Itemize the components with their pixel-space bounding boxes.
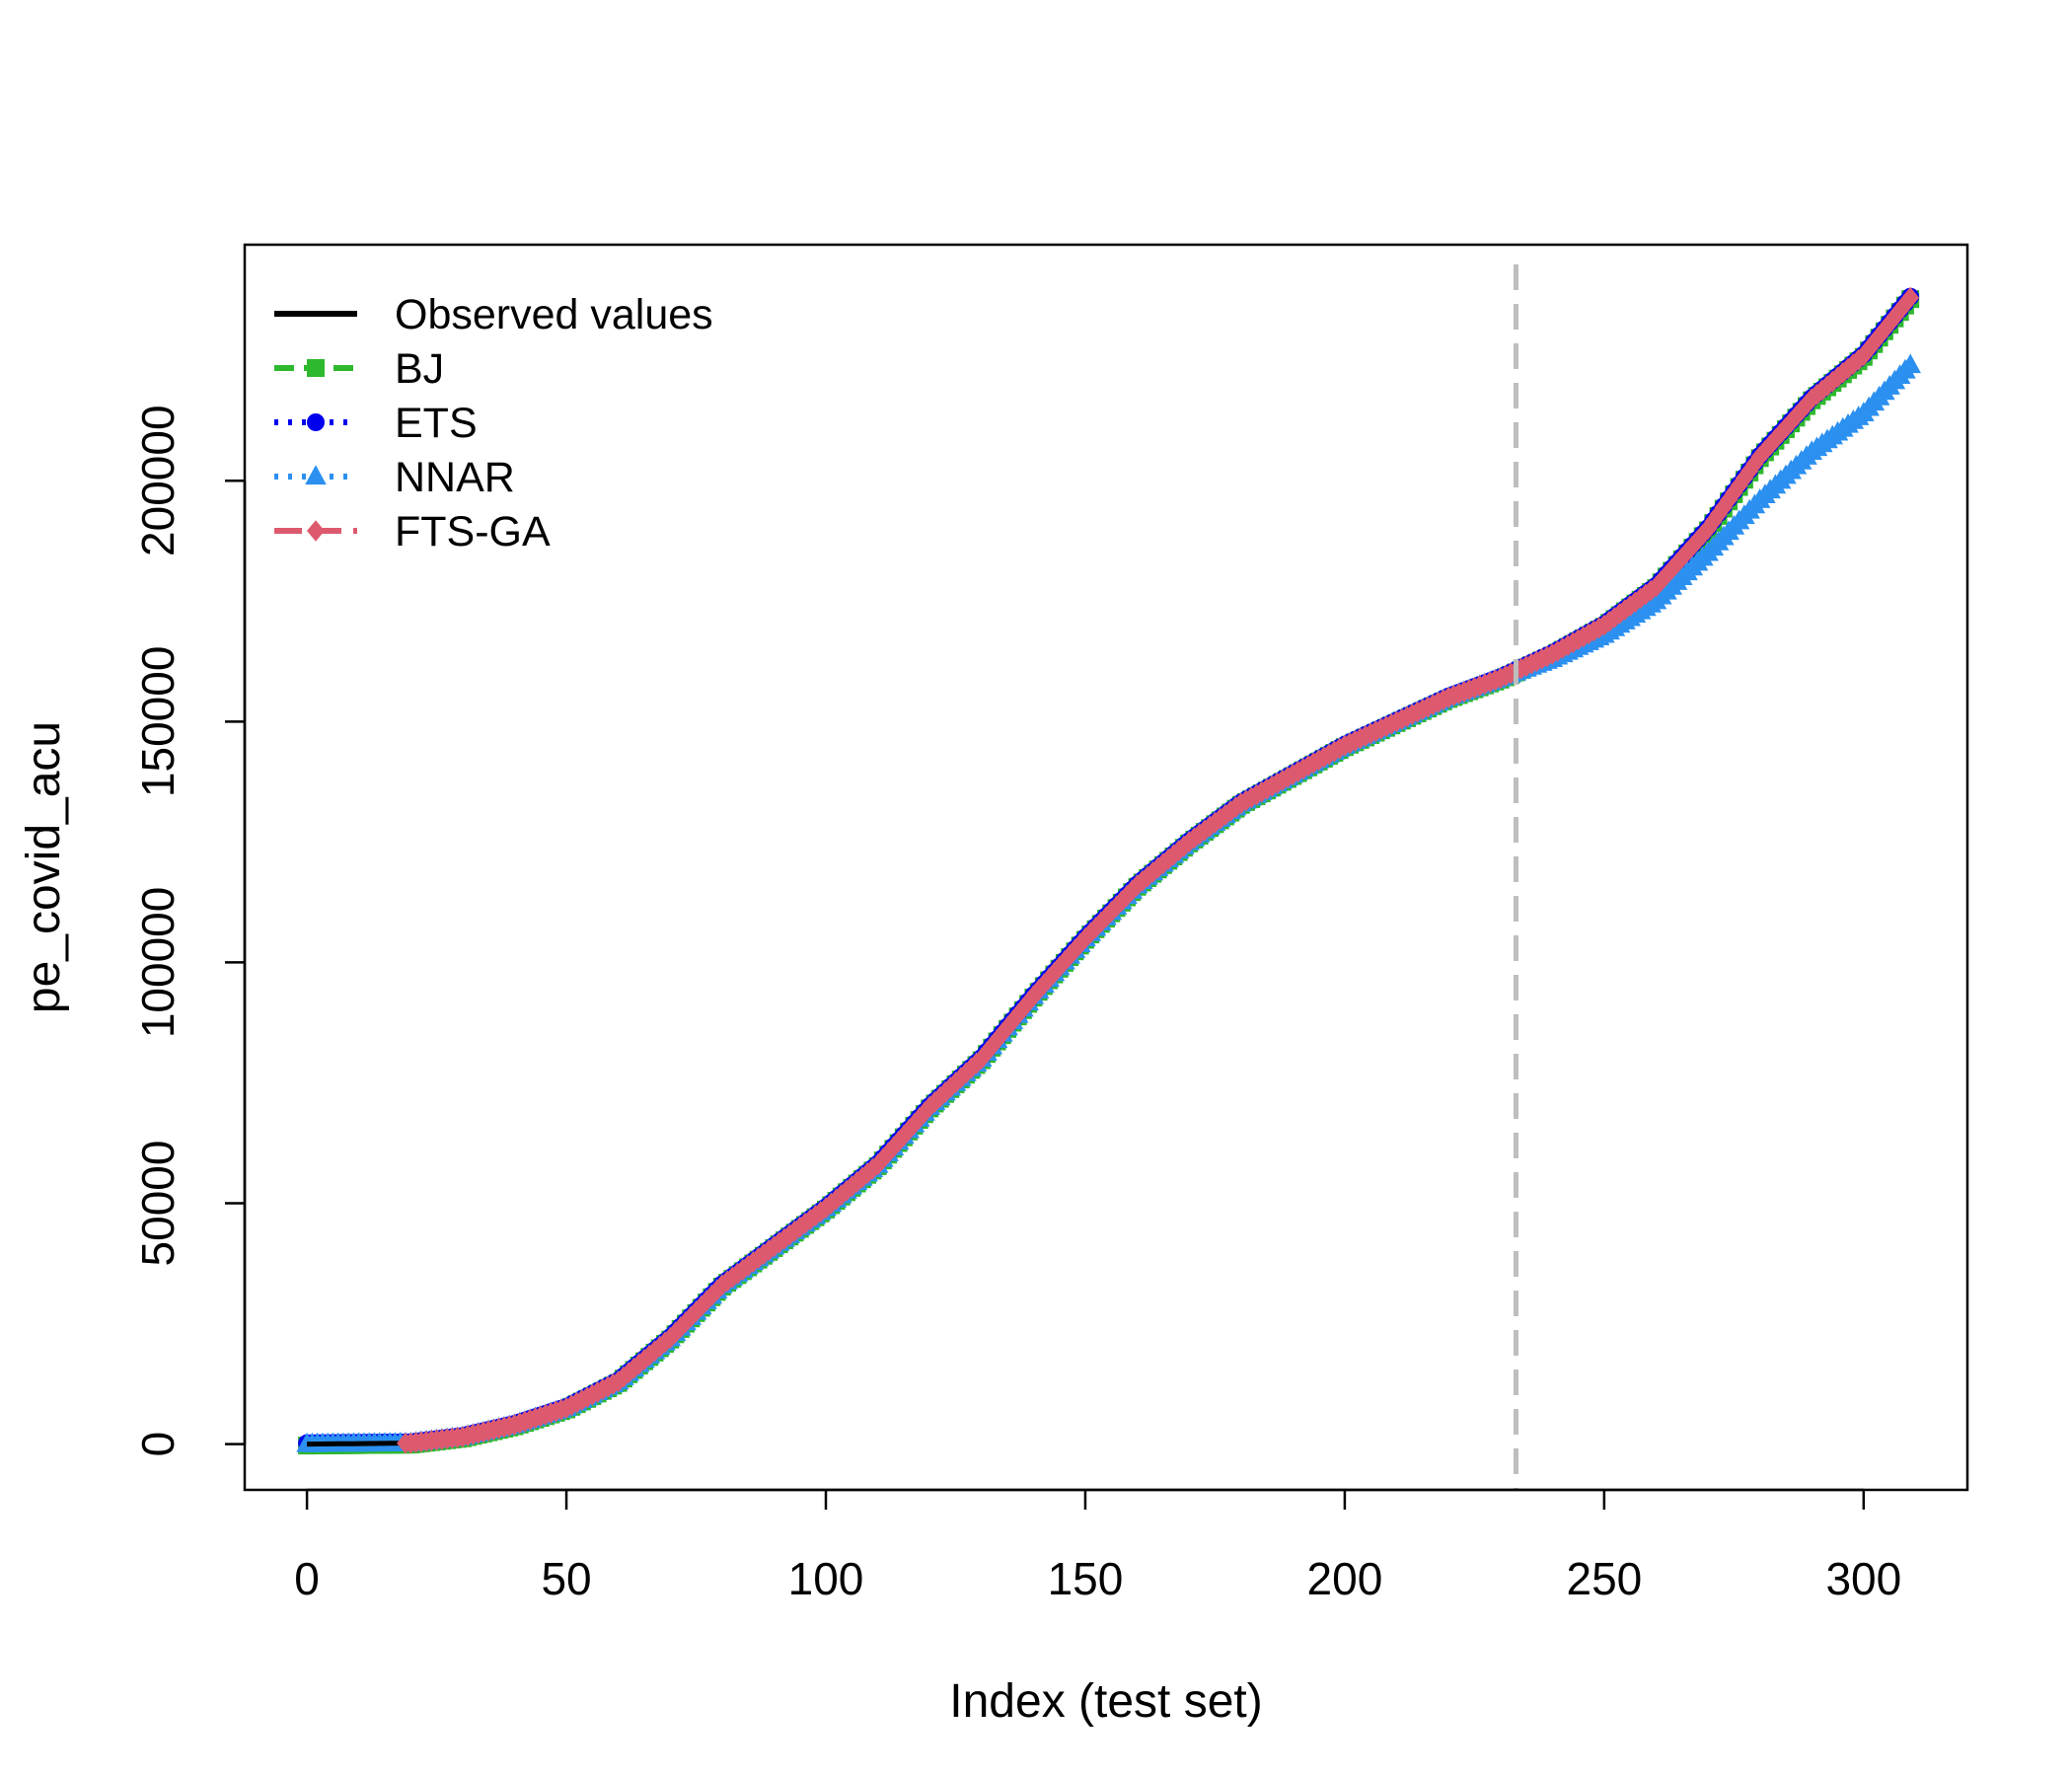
legend-item-fts-ga: FTS-GA — [274, 508, 551, 555]
legend-swatch-marker — [307, 413, 325, 431]
data-point-fts-ga — [1881, 312, 1899, 334]
data-point-fts-ga — [1657, 564, 1675, 586]
data-point-fts-ga — [1699, 518, 1718, 540]
legend-label: Observed values — [395, 291, 713, 338]
data-point-fts-ga — [1097, 906, 1115, 928]
data-point-fts-ga — [1865, 332, 1884, 354]
data-point-fts-ga — [1045, 962, 1064, 984]
data-point-fts-ga — [1730, 475, 1748, 496]
x-tick-label: 150 — [1048, 1553, 1124, 1604]
legend-label: NNAR — [395, 454, 515, 501]
legend-swatch-marker — [305, 465, 327, 485]
series-layer — [296, 286, 1921, 1455]
data-point-fts-ga — [999, 1016, 1017, 1039]
x-tick-label: 50 — [541, 1553, 591, 1604]
y-tick-label: 200000 — [132, 405, 184, 556]
y-tick-label: 150000 — [132, 646, 184, 798]
x-tick-label: 100 — [788, 1553, 864, 1604]
x-tick-label: 250 — [1566, 1553, 1642, 1604]
legend-swatch-marker — [307, 520, 325, 542]
data-point-fts-ga — [1766, 428, 1785, 451]
data-point-fts-ga — [1693, 524, 1712, 546]
legend-swatch-marker — [307, 359, 325, 377]
x-tick-label: 0 — [294, 1553, 320, 1604]
data-point-fts-ga — [1895, 293, 1914, 316]
data-point-nnar — [1899, 353, 1921, 374]
data-point-fts-ga — [1901, 286, 1920, 309]
y-tick-label: 50000 — [132, 1141, 184, 1267]
data-point-fts-ga — [1776, 416, 1795, 439]
legend: Observed values BJ ETS NNAR FTS-GA — [274, 291, 713, 555]
data-point-fts-ga — [1652, 569, 1670, 592]
series-fts-ga — [397, 286, 1920, 1454]
legend-item-nnar: NNAR — [274, 454, 515, 501]
x-tick-label: 300 — [1825, 1553, 1901, 1604]
data-point-fts-ga — [1714, 496, 1733, 518]
legend-label: FTS-GA — [395, 508, 551, 555]
data-point-fts-ga — [1755, 440, 1774, 462]
y-tick-label: 0 — [132, 1432, 184, 1457]
data-point-fts-ga — [1787, 405, 1806, 427]
legend-item-bj: BJ — [274, 345, 444, 393]
x-tick-label: 200 — [1307, 1553, 1383, 1604]
legend-item-observed-values: Observed values — [274, 291, 713, 338]
data-point-fts-ga — [1118, 885, 1137, 907]
x-axis-title: Index (test set) — [949, 1675, 1262, 1728]
y-axis-title: pe_covid_acu — [18, 721, 70, 1013]
y-tick-label: 100000 — [132, 887, 184, 1038]
x-axis: 0 50 100 150 200 250 300 — [294, 1488, 1901, 1604]
legend-label: ETS — [395, 400, 478, 447]
data-point-fts-ga — [1050, 956, 1069, 979]
data-point-fts-ga — [1091, 912, 1110, 933]
y-axis: 0 50000 100000 150000 200000 — [132, 405, 247, 1457]
data-point-fts-ga — [1040, 968, 1059, 990]
data-point-fts-ga — [1740, 460, 1759, 482]
legend-item-ets: ETS — [274, 400, 478, 447]
legend-label: BJ — [395, 345, 444, 393]
data-point-fts-ga — [1797, 394, 1815, 415]
